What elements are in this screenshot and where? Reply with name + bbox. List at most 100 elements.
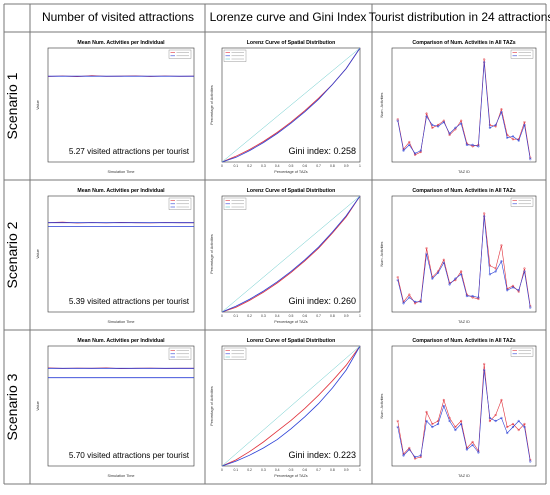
series-point	[425, 252, 428, 256]
series-point	[506, 136, 509, 139]
series-point	[523, 120, 526, 124]
series-point	[500, 244, 503, 247]
gini-annotation: Gini index: 0.223	[288, 450, 356, 460]
x-tick-label: 1	[359, 314, 361, 318]
series-point	[442, 404, 445, 408]
x-tick-label: 0	[221, 314, 223, 318]
series-point	[442, 119, 445, 122]
y-axis-label: Value	[36, 401, 40, 410]
series-point	[396, 425, 399, 429]
x-tick-label: 0.7	[316, 164, 321, 168]
y-axis-label: Num. Activities	[380, 92, 384, 117]
x-tick-label: 0.8	[330, 468, 335, 472]
column-header-2: Lorenze curve and Gini Index	[210, 10, 367, 24]
series-point	[506, 425, 509, 429]
series-point	[460, 273, 463, 276]
series-point	[471, 440, 474, 444]
x-tick-label: 0.3	[261, 164, 266, 168]
series-point	[454, 425, 457, 429]
series-point	[448, 283, 451, 286]
y-axis-label: Num. Activities	[380, 393, 384, 418]
series-point	[425, 247, 428, 250]
lorenz-curve-plot: Lorenz Curve of Spatial Distribution Perc…	[210, 338, 361, 478]
x-tick-label: 0.6	[302, 468, 307, 472]
series-point	[483, 362, 486, 366]
series-point	[465, 294, 468, 298]
plot-title: Lorenz Curve of Spatial Distribution	[247, 40, 335, 46]
series-point	[413, 302, 417, 305]
column-header-1: Number of visited attractions	[42, 10, 194, 24]
series-line-3	[221, 345, 361, 467]
series-point	[483, 61, 486, 64]
y-axis-label: Value	[36, 100, 40, 109]
series-point	[483, 58, 486, 61]
series-point	[471, 145, 474, 148]
series-line-1	[221, 195, 361, 313]
series-point	[448, 133, 451, 137]
series-point	[408, 143, 411, 146]
series-point	[431, 277, 434, 280]
series-point	[448, 132, 451, 135]
series-point	[523, 425, 526, 429]
gini-annotation: Gini index: 0.260	[288, 296, 356, 306]
series-point	[436, 123, 440, 127]
y-axis-label: Percentage of Activities	[210, 386, 214, 426]
x-tick-label: 0	[221, 164, 223, 168]
series-point	[396, 276, 399, 279]
series-point	[465, 448, 468, 451]
series-point	[442, 120, 445, 124]
series-point	[517, 419, 520, 423]
series-point	[511, 425, 515, 429]
series-point	[523, 267, 526, 270]
series-point	[413, 300, 417, 303]
series-point	[523, 123, 526, 127]
series-point	[460, 419, 463, 423]
series-point	[517, 290, 520, 293]
column-header-3: Tourist distribution in 24 attractions	[369, 10, 550, 24]
series-point	[529, 306, 532, 309]
series-point	[436, 422, 440, 426]
series-point	[460, 422, 463, 426]
series-point	[408, 448, 411, 451]
plot-area	[47, 195, 195, 313]
series-point	[454, 277, 457, 280]
series-point	[431, 123, 434, 127]
series-point	[408, 293, 411, 296]
x-tick-label: 0	[221, 468, 223, 472]
y-axis-label: Value	[36, 249, 40, 258]
plot-title: Comparison of Num. Activities in All TAZ…	[412, 338, 515, 344]
x-tick-label: 0.5	[289, 314, 294, 318]
plot-area	[47, 345, 195, 467]
series-point	[488, 416, 492, 420]
series-point	[431, 425, 434, 429]
series-point	[471, 143, 474, 146]
x-axis-label: TAZ ID	[458, 170, 470, 174]
series-point	[517, 289, 520, 292]
plot-area	[391, 47, 537, 163]
series-point	[425, 410, 428, 414]
series-point	[494, 125, 497, 128]
series-point	[413, 152, 417, 155]
series-point	[494, 267, 497, 270]
x-axis-label: TAZ ID	[458, 474, 470, 478]
series-point	[465, 143, 468, 146]
x-tick-label: 0.9	[344, 314, 349, 318]
series-point	[488, 419, 492, 423]
series-point	[500, 111, 503, 114]
y-axis-label: Percentage of Activities	[210, 85, 214, 125]
x-tick-label: 0.5	[289, 468, 294, 472]
x-axis-label: Percentage of TAZs	[274, 320, 308, 324]
x-tick-label: 0.6	[302, 164, 307, 168]
series-point	[529, 460, 532, 463]
series-point	[500, 260, 503, 263]
series-line-1	[221, 345, 361, 467]
table-grid	[3, 3, 547, 485]
mean-activities-plot: Mean Num. Activities per Individual Simul…	[36, 40, 195, 174]
plot-area	[391, 195, 537, 313]
series-point	[419, 300, 422, 303]
series-line-3	[221, 195, 361, 313]
x-tick-label: 0.3	[261, 314, 266, 318]
series-point	[523, 422, 526, 426]
series-point	[442, 398, 445, 402]
series-point	[402, 454, 405, 457]
